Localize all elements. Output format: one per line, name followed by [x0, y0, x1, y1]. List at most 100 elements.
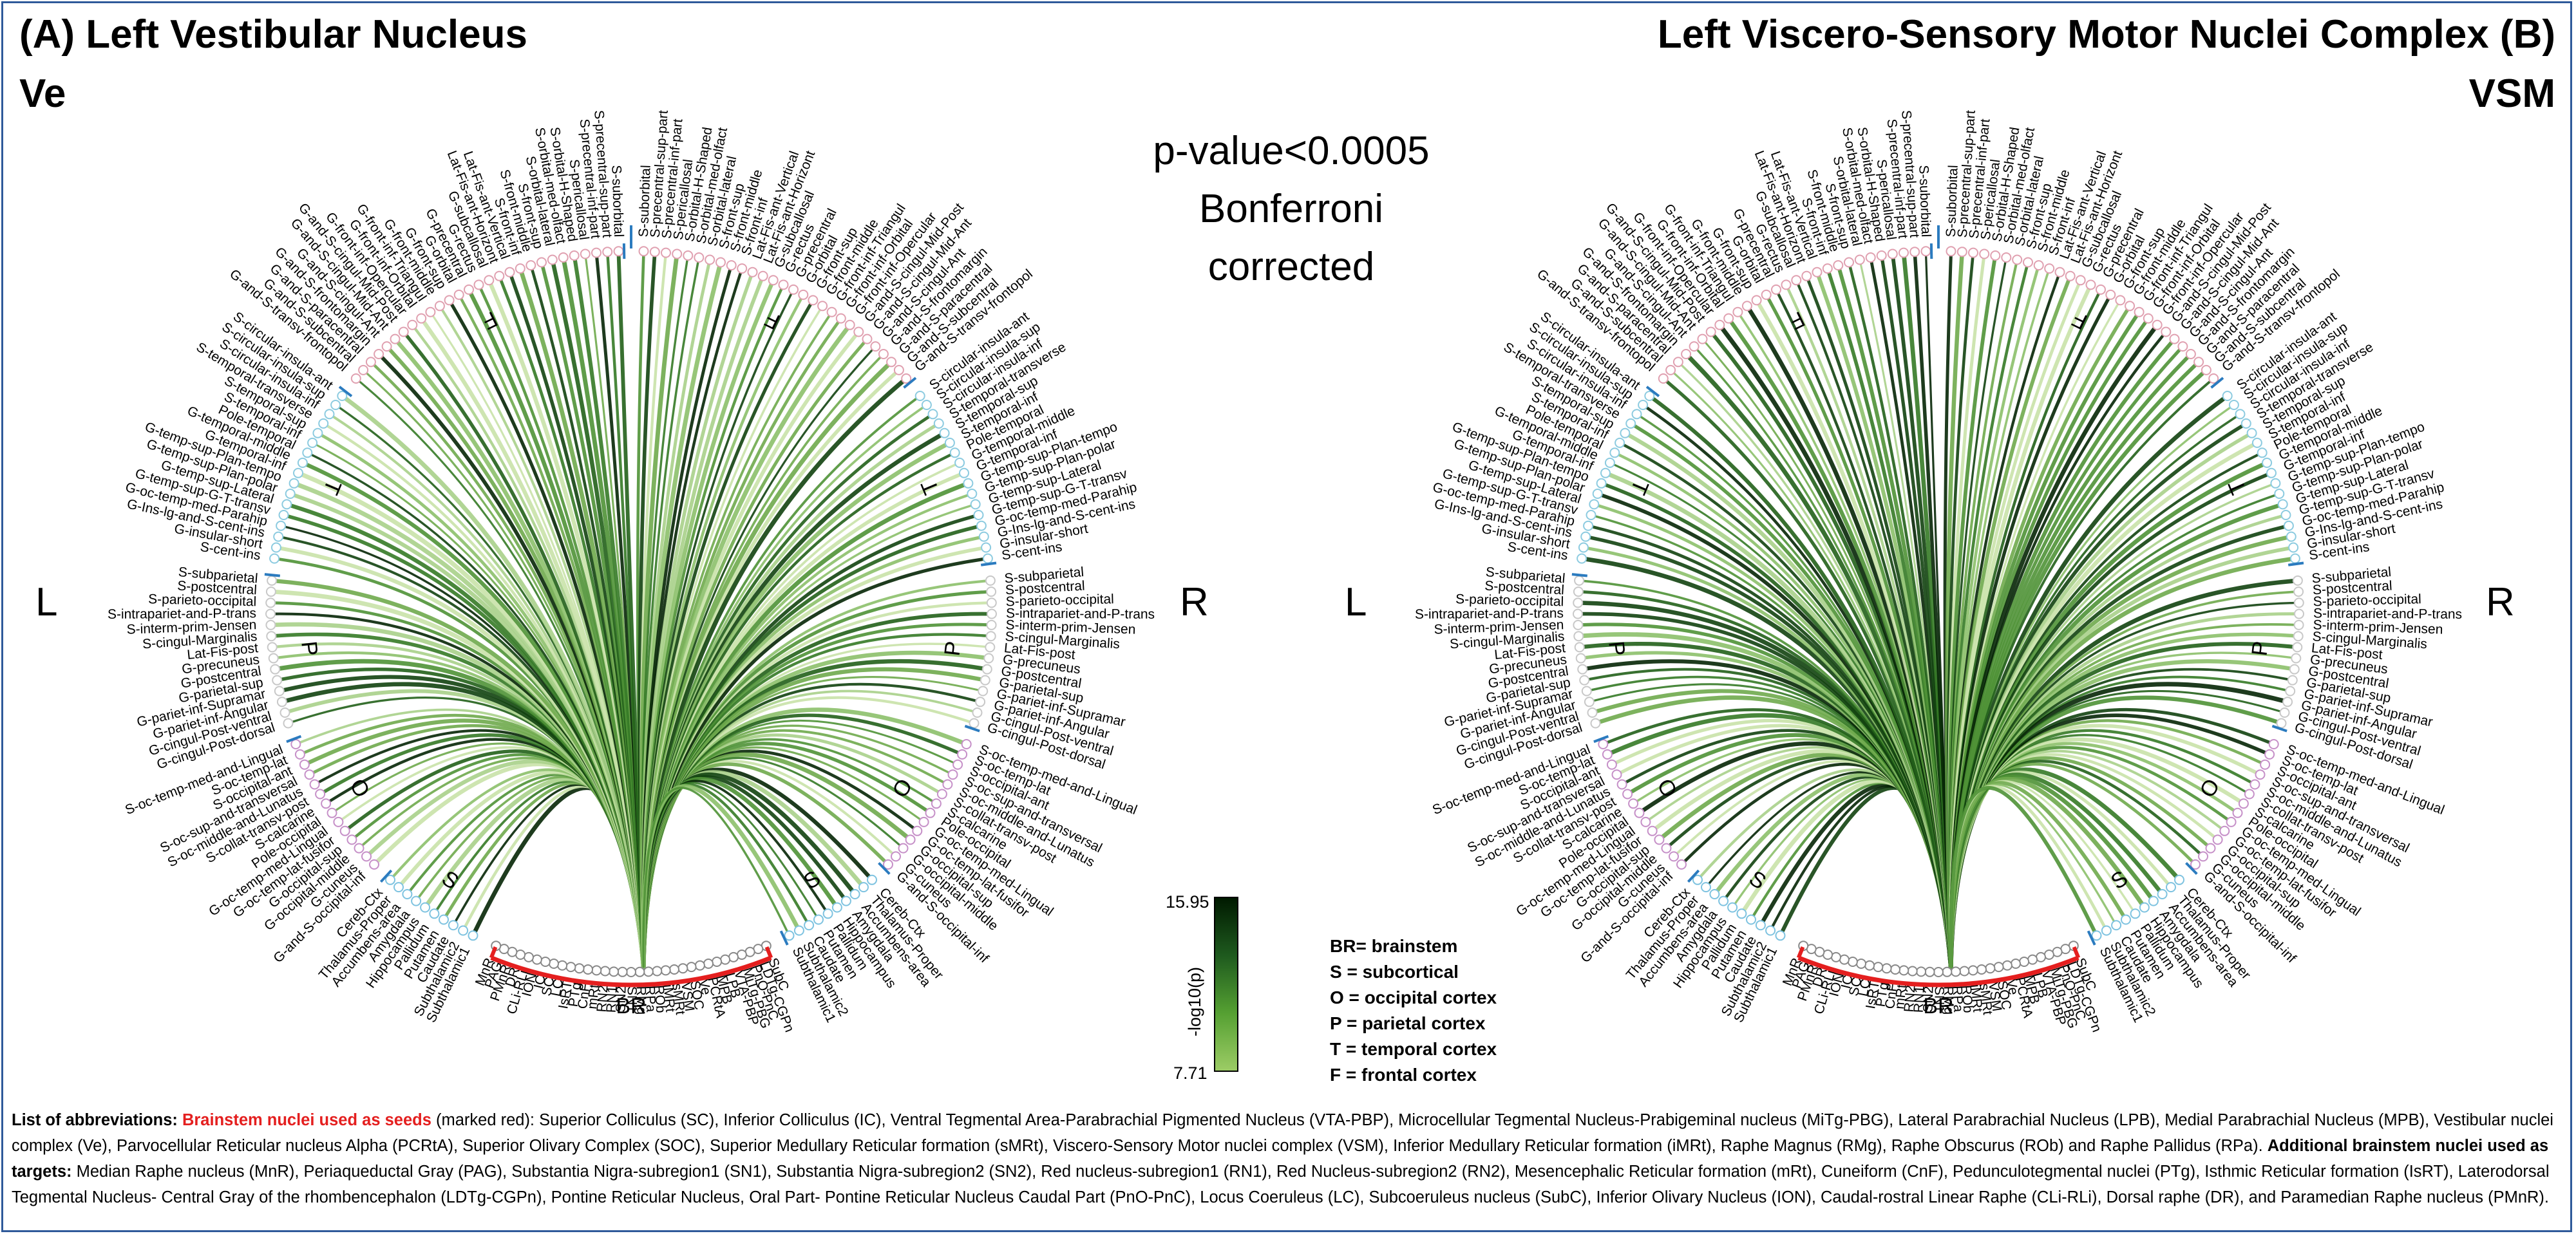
region-node — [736, 950, 747, 960]
region-node — [1967, 965, 1978, 976]
region-node — [649, 247, 660, 258]
region-node — [1887, 248, 1898, 259]
region-node — [393, 882, 404, 893]
region-node — [891, 851, 901, 862]
region-node — [299, 759, 310, 770]
region-node — [826, 306, 837, 317]
panel-b-title: Left Viscero-Sensory Motor Nuclei Comple… — [1657, 12, 2555, 57]
region-node — [1638, 400, 1649, 410]
region-node — [2282, 697, 2293, 707]
region-node — [1631, 409, 1642, 420]
region-node — [2249, 779, 2260, 790]
abbrev-targets-label: Additional brainstem nuclei used as targ… — [12, 1137, 2549, 1181]
region-node — [365, 357, 376, 368]
region-node — [2235, 409, 2246, 420]
region-node — [1876, 250, 1887, 261]
region-label: RPa — [1949, 986, 1965, 1013]
region-node — [473, 279, 484, 290]
region-node — [453, 289, 464, 300]
region-node — [318, 418, 329, 429]
region-node — [272, 675, 283, 686]
region-node — [1616, 779, 1627, 790]
pvalue-annotation: p-value<0.0005 Bonferroni corrected — [1121, 122, 1462, 296]
region-node — [1573, 608, 1583, 619]
region-node — [289, 478, 299, 489]
region-node — [634, 966, 645, 977]
section-tick — [2185, 862, 2198, 876]
region-node — [2270, 478, 2281, 489]
region-node — [549, 959, 559, 969]
region-label: mRt — [585, 984, 602, 1010]
region-node — [312, 427, 323, 438]
region-node — [265, 586, 276, 597]
connection-line — [1949, 785, 2096, 969]
region-node — [822, 908, 833, 919]
region-node — [840, 895, 851, 906]
region-node — [290, 739, 301, 749]
region-node — [1956, 247, 1967, 258]
panel-b-left-marker: L — [1345, 580, 1367, 624]
region-node — [978, 686, 989, 697]
region-node — [898, 843, 909, 854]
region-node — [324, 409, 335, 420]
region-node — [444, 295, 455, 306]
section-letter: F — [761, 306, 784, 334]
region-label: S-intrapariet-and-P-trans — [1415, 606, 1564, 622]
region-label: S-suborbital — [1944, 165, 1961, 238]
region-node — [1771, 284, 1781, 295]
region-node — [1672, 357, 1683, 368]
section-tick — [980, 561, 997, 566]
colorbar — [1214, 897, 1238, 1072]
region-node — [981, 664, 992, 675]
region-node — [1873, 962, 1884, 973]
region-node — [439, 914, 449, 925]
region-node — [980, 675, 990, 686]
region-node — [2293, 619, 2304, 630]
legend-line: O = occipital cortex — [1330, 988, 1497, 1007]
region-node — [1854, 254, 1865, 265]
region-node — [921, 400, 932, 410]
region-label: S-suborbital — [609, 165, 626, 238]
region-node — [464, 284, 474, 295]
region-node — [2111, 920, 2122, 931]
region-node — [1604, 457, 1615, 468]
region-node — [720, 954, 731, 965]
region-node — [1598, 739, 1609, 749]
region-node — [925, 807, 936, 818]
region-node — [468, 930, 478, 941]
region-node — [265, 608, 276, 619]
region-label: S-parieto-occipital — [148, 592, 257, 609]
region-node — [952, 759, 963, 770]
region-node — [2240, 418, 2251, 429]
region-node — [429, 908, 440, 919]
region-node — [870, 341, 881, 352]
region-node — [1946, 246, 1956, 257]
region-node — [1647, 825, 1658, 836]
region-node — [361, 851, 372, 862]
region-node — [1658, 373, 1669, 384]
region-node — [270, 542, 281, 553]
region-node — [540, 957, 551, 967]
region-node — [267, 575, 278, 586]
region-node — [302, 447, 313, 458]
region-node — [778, 279, 789, 290]
abbrev-seeds-text: (marked red): Superior Colliculus (SC), … — [12, 1111, 2553, 1155]
region-node — [2125, 301, 2136, 312]
section-tick — [2287, 561, 2304, 566]
abbrev-targets-text: Median Raphe nucleus (MnR), Periaqueduct… — [12, 1163, 2550, 1206]
region-node — [2198, 851, 2208, 862]
region-node — [557, 960, 568, 971]
region-node — [986, 597, 997, 608]
region-node — [2143, 313, 2154, 324]
region-node — [1979, 248, 1990, 259]
region-node — [686, 962, 697, 973]
brainstem-arc-end — [2072, 946, 2081, 959]
region-node — [2101, 925, 2112, 936]
region-node — [1723, 313, 1734, 324]
region-node — [358, 364, 369, 375]
region-node — [1583, 520, 1594, 531]
region-node — [2036, 951, 2046, 962]
region-node — [2283, 520, 2294, 531]
region-node — [788, 284, 799, 295]
